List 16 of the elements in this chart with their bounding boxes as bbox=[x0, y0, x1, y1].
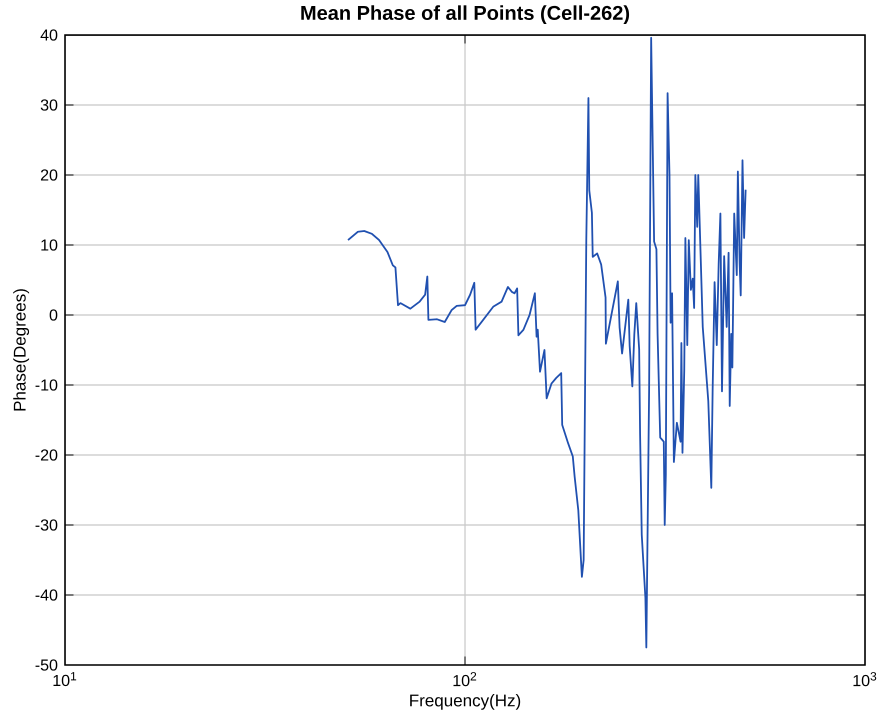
y-tick-label: 20 bbox=[40, 169, 58, 181]
y-tick-label: -50 bbox=[36, 659, 58, 671]
y-tick-label: 10 bbox=[41, 239, 58, 251]
chart-title: Mean Phase of all Points (Cell-262) bbox=[301, 5, 630, 24]
x-tick-label: 10$^{1}$ bbox=[53, 672, 76, 686]
y-tick-label: 0 bbox=[50, 309, 58, 321]
y-tick-label: 40 bbox=[40, 29, 58, 41]
y-tick-label: -40 bbox=[36, 589, 58, 601]
y-axis-title: Phase(Degrees) bbox=[13, 289, 30, 411]
x-tick-label: 10$^{2}$ bbox=[454, 672, 476, 686]
y-tick-label: -10 bbox=[36, 379, 58, 391]
y-tick-label: -30 bbox=[36, 519, 58, 531]
x-axis-title: Frequency(Hz) bbox=[410, 694, 520, 710]
y-tick-label: -20 bbox=[36, 449, 58, 461]
y-tick-label: 30 bbox=[40, 99, 58, 111]
x-tick-label: 10$^{3}$ bbox=[853, 672, 876, 686]
